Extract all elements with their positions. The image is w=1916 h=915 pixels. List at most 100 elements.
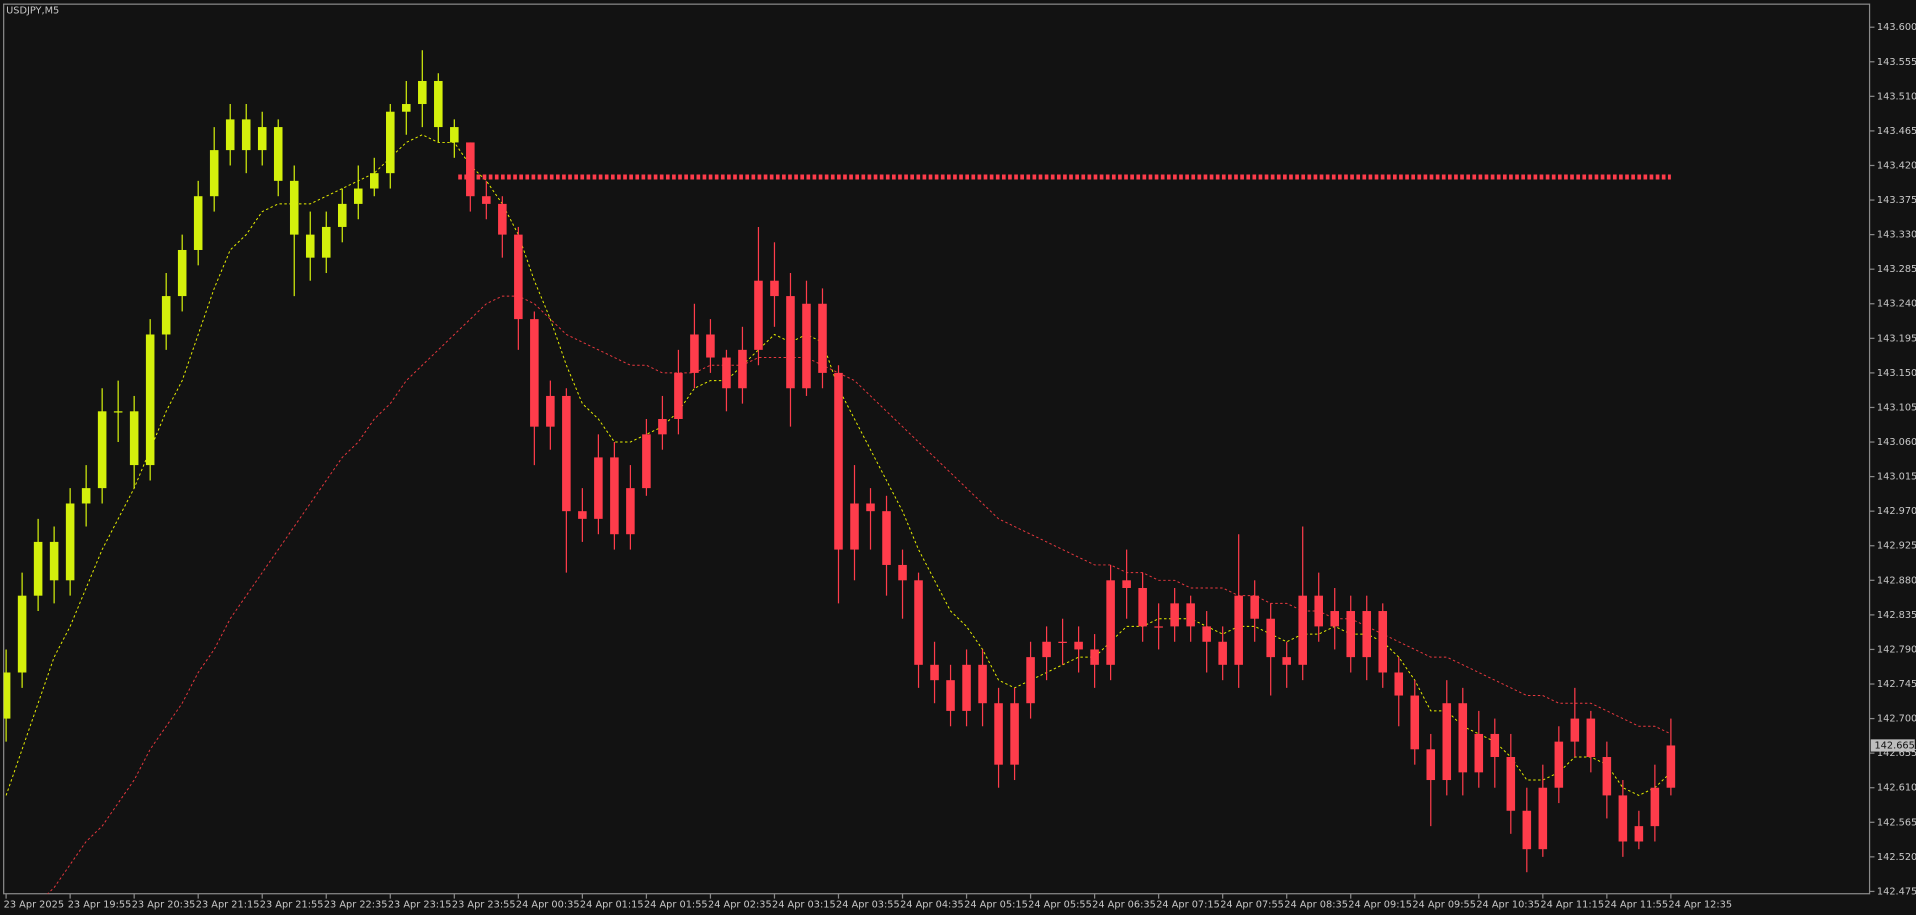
candle-body [530, 319, 539, 427]
candle-body [1010, 703, 1019, 765]
x-tick-label: 24 Apr 04:35 [900, 900, 964, 911]
x-tick-label: 24 Apr 09:15 [1348, 900, 1412, 911]
candle-body [418, 80, 427, 105]
price-tag-label: 142.665 [1874, 740, 1914, 751]
candle-body [754, 280, 763, 350]
y-tick-label: 143.420 [1877, 160, 1916, 171]
candle-body [1634, 826, 1644, 842]
candle-body [1250, 595, 1259, 619]
candle-body [1058, 641, 1067, 643]
candle-body [466, 142, 475, 197]
x-tick-label: 24 Apr 03:15 [772, 900, 836, 911]
candle-body [994, 703, 1003, 765]
x-tick-label: 24 Apr 10:35 [1476, 900, 1540, 911]
x-tick-label: 23 Apr 19:55 [68, 900, 132, 911]
candle-body [1122, 580, 1131, 588]
candle-body [1330, 611, 1340, 627]
candle-body [305, 234, 315, 258]
candle-body [113, 411, 123, 413]
x-tick-label: 24 Apr 05:15 [964, 900, 1028, 911]
candle-body [1362, 611, 1372, 658]
y-tick-label: 142.565 [1877, 817, 1916, 828]
candle-body [386, 111, 395, 174]
y-tick-label: 142.925 [1877, 541, 1916, 552]
x-tick-label: 24 Apr 01:15 [580, 900, 644, 911]
candle-body [1474, 733, 1484, 773]
x-tick-label: 24 Apr 03:55 [836, 900, 900, 911]
candle-body [1314, 595, 1323, 627]
candle-body [882, 511, 891, 565]
candle-body [834, 372, 843, 550]
candle-body [1410, 695, 1420, 750]
candle-body [850, 503, 859, 550]
candle-body [337, 203, 347, 227]
candle-body [1266, 618, 1275, 658]
candle-body [802, 303, 811, 389]
x-tick-label: 24 Apr 06:35 [1092, 900, 1156, 911]
candle-body [1026, 657, 1035, 704]
x-tick-label: 23 Apr 22:35 [324, 900, 388, 911]
x-tick-label: 24 Apr 08:35 [1284, 900, 1348, 911]
x-tick-label: 24 Apr 07:15 [1156, 900, 1220, 911]
y-tick-label: 142.475 [1877, 886, 1916, 897]
candle-body [370, 173, 379, 189]
candle-body [402, 104, 411, 112]
x-tick-label: 24 Apr 11:15 [1540, 900, 1604, 911]
candle-body [1602, 756, 1612, 796]
y-tick-label: 142.610 [1877, 783, 1916, 794]
candle-body [978, 664, 987, 704]
y-tick-label: 143.555 [1877, 57, 1916, 68]
x-tick-label: 24 Apr 11:55 [1604, 900, 1668, 911]
y-tick-label: 142.880 [1877, 575, 1916, 586]
candle-body [1378, 611, 1388, 673]
candle-body [674, 372, 683, 419]
y-tick-label: 142.745 [1877, 679, 1916, 690]
candle-body [1442, 703, 1452, 781]
candle-body [1298, 595, 1307, 665]
candle-body [3, 672, 11, 719]
plot-frame [3, 3, 1871, 895]
candle-body [722, 357, 731, 389]
candle-body [1282, 657, 1291, 665]
candle-body [594, 457, 603, 519]
candle-body [1074, 641, 1083, 650]
candle-body [1234, 595, 1243, 665]
x-tick-label: 23 Apr 21:15 [196, 900, 260, 911]
candle-body [161, 296, 171, 335]
x-tick-label: 24 Apr 05:55 [1028, 900, 1092, 911]
x-tick-label: 23 Apr 2025 [4, 900, 64, 911]
candle-body [1538, 787, 1548, 850]
candle-body [225, 119, 235, 151]
candle-body [1506, 756, 1516, 811]
plot-area [3, 50, 1676, 894]
candle-body [1522, 810, 1532, 850]
candle-body [658, 418, 667, 435]
y-tick-label: 142.835 [1877, 610, 1916, 621]
candle-body [1490, 733, 1500, 757]
candle-body [482, 196, 491, 204]
y-tick-label: 143.015 [1877, 472, 1916, 483]
candle-body [1106, 580, 1115, 665]
candle-body [626, 488, 635, 535]
y-tick-label: 143.150 [1877, 368, 1916, 379]
candle-body [33, 541, 43, 596]
y-tick-label: 143.195 [1877, 333, 1916, 344]
candle-body [17, 595, 27, 673]
y-tick-label: 143.465 [1877, 126, 1916, 137]
x-tick-label: 24 Apr 12:35 [1668, 900, 1732, 911]
candle-body [706, 334, 715, 358]
candle-body [898, 564, 907, 581]
candle-body [1202, 626, 1211, 642]
y-tick-label: 142.790 [1877, 644, 1916, 655]
candle-body [1170, 603, 1179, 627]
candle-body [1394, 672, 1404, 696]
candle-body [321, 226, 331, 258]
y-tick-label: 143.105 [1877, 402, 1916, 413]
candle-body [273, 127, 283, 181]
y-tick-label: 143.330 [1877, 230, 1916, 241]
x-tick-label: 24 Apr 09:55 [1412, 900, 1476, 911]
y-tick-label: 143.600 [1877, 22, 1916, 33]
candle-body [1218, 641, 1227, 665]
candle-body [562, 395, 571, 512]
